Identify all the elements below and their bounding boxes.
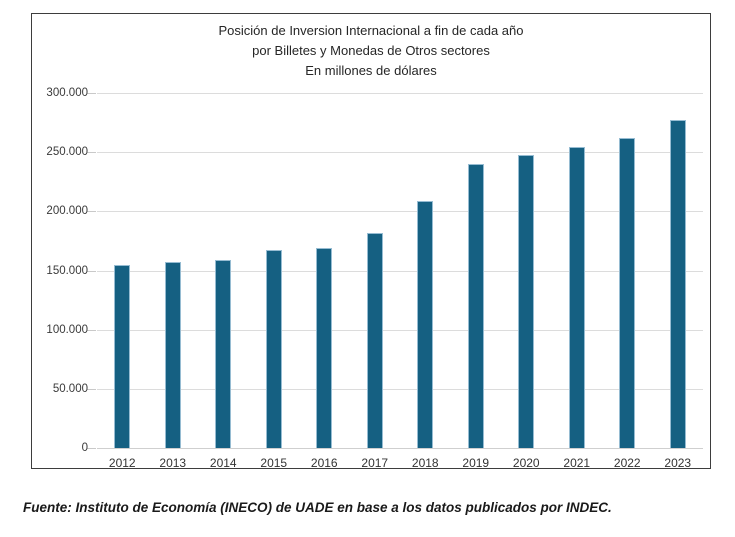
- x-axis-tick-label: 2018: [411, 456, 439, 470]
- chart-title: Posición de Inversion Internacional a fi…: [32, 21, 710, 81]
- chart-title-line-1: Posición de Inversion Internacional a fi…: [218, 23, 524, 38]
- y-tick-mark: [87, 270, 96, 272]
- y-axis-tick-label: 50.000: [52, 382, 88, 395]
- y-axis-tick-label: 200.000: [46, 205, 88, 218]
- x-axis-tick-label: 2016: [310, 456, 338, 470]
- gridline: [97, 93, 703, 94]
- bar-2022: [619, 137, 636, 448]
- x-axis-tick-label: 2022: [613, 456, 641, 470]
- gridline: [97, 270, 703, 272]
- x-axis-tick-label: 2013: [159, 456, 187, 470]
- bar-2020: [518, 154, 535, 448]
- y-tick-mark: [87, 93, 96, 94]
- chart-title-line-2: por Billetes y Monedas de Otros sectores: [252, 43, 490, 58]
- bar-2012: [114, 264, 131, 448]
- source-note: Fuente: Instituto de Economía (INECO) de…: [23, 499, 612, 515]
- plot-area: 300.000 250.000 200.000 150.000 100.000 50.00…: [46, 87, 703, 470]
- gridline: [97, 388, 703, 390]
- bar-2023: [669, 119, 686, 448]
- x-axis-tick-label: 2019: [462, 456, 490, 470]
- chart-frame: Posición de Inversion Internacional a fi…: [31, 13, 711, 470]
- bar-2019: [467, 164, 484, 448]
- y-tick-mark: [87, 329, 96, 331]
- y-axis-tick-label: 300.000: [46, 87, 88, 99]
- bar-2017: [366, 233, 383, 448]
- x-axis-tick-label: 2020: [512, 456, 540, 470]
- x-axis-tick-label: 2012: [108, 456, 136, 470]
- bar-2014: [215, 259, 232, 448]
- y-axis-tick-label: 250.000: [46, 146, 88, 159]
- y-tick-mark: [87, 211, 96, 213]
- gridline: [97, 329, 703, 331]
- x-axis-tick-label: 2021: [563, 456, 591, 470]
- y-axis-tick-label: 100.000: [46, 323, 88, 336]
- gridline: [97, 448, 703, 449]
- bar-2016: [316, 248, 333, 448]
- y-axis-tick-label: 150.000: [46, 264, 88, 277]
- x-axis-tick-label: 2014: [209, 456, 237, 470]
- gridline: [97, 152, 703, 154]
- x-axis-tick-label: 2015: [260, 456, 288, 470]
- x-axis-tick-label: 2023: [664, 456, 692, 470]
- bar-2021: [568, 146, 585, 448]
- bar-2018: [417, 201, 434, 448]
- chart-title-line-3: En millones de dólares: [305, 63, 437, 78]
- x-axis-tick-label: 2017: [361, 456, 389, 470]
- y-tick-mark: [87, 152, 96, 154]
- bar-2013: [164, 261, 181, 448]
- y-tick-mark: [87, 448, 96, 449]
- bar-2015: [265, 250, 282, 448]
- y-tick-mark: [87, 388, 96, 390]
- gridline: [97, 211, 703, 213]
- y-axis-tick-label: 0: [81, 442, 88, 454]
